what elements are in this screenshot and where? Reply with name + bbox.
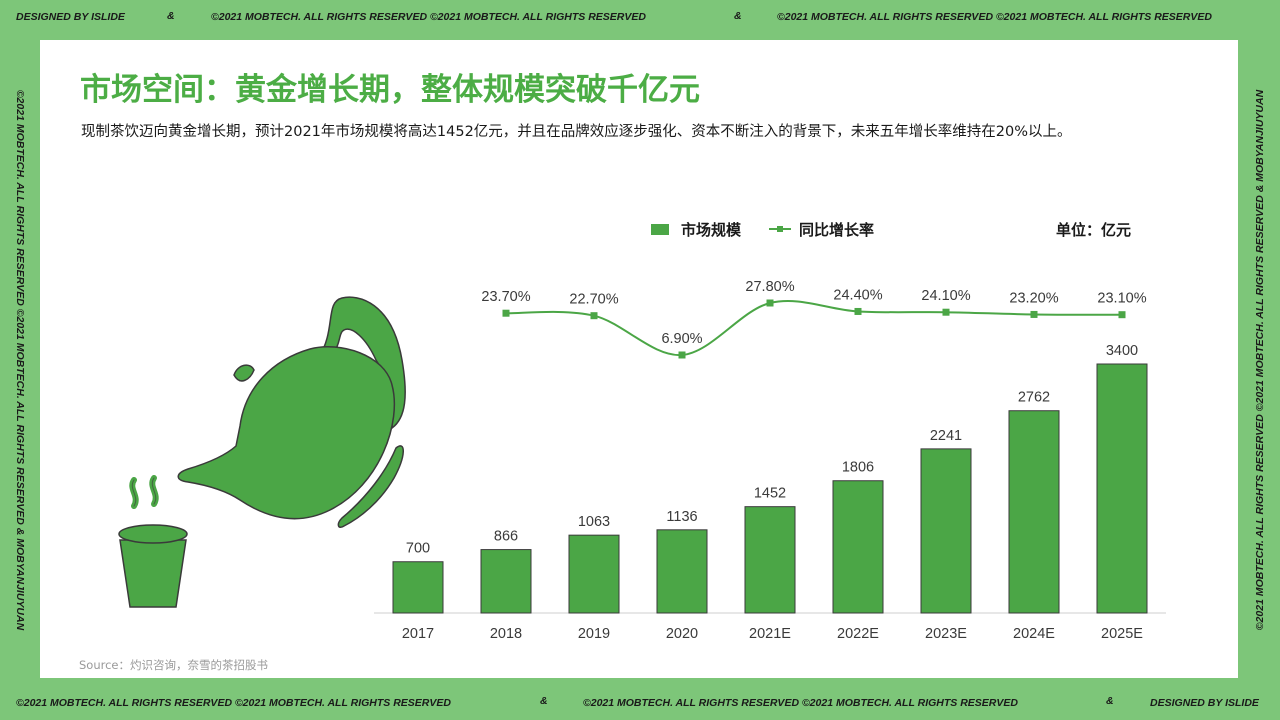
bar-2020 — [656, 529, 708, 614]
ampersand-bottom-1: & — [540, 695, 548, 707]
tick-label-2024E: 2024E — [1013, 626, 1055, 642]
copyright-bottom-center: ©2021 MOBTECH. ALL RIGHTS RESERVED ©2021… — [583, 697, 1018, 709]
unit-label: 单位：亿元 — [1056, 221, 1131, 239]
tick-label-2017: 2017 — [402, 626, 434, 642]
rate-label-2019: 22.70% — [569, 292, 618, 308]
value-label-2021E: 1452 — [754, 486, 786, 502]
value-label-2017: 700 — [406, 541, 430, 557]
rate-point-2022E — [854, 307, 862, 315]
value-label-2019: 1063 — [578, 514, 610, 530]
tick-label-2021E: 2021E — [749, 626, 791, 642]
copyright-left-side: ©2021 MOBTECH. ALL RIGHTS RESERVED ©2021… — [14, 89, 26, 631]
content-panel: 市场空间：黄金增长期，整体规模突破千亿元 现制茶饮迈向黄金增长期，预计2021年… — [40, 40, 1238, 678]
legend-label-market-size: 市场规模 — [681, 221, 742, 239]
bar-2019 — [568, 534, 620, 614]
copyright-bottom-left: ©2021 MOBTECH. ALL RIGHTS RESERVED ©2021… — [16, 697, 451, 709]
rate-label-2020: 6.90% — [661, 331, 702, 347]
value-label-2020: 1136 — [666, 509, 697, 525]
source-note: Source：灼识咨询，奈雪的茶招股书 — [79, 658, 268, 672]
value-label-2024E: 2762 — [1018, 390, 1050, 406]
value-label-2025E: 3400 — [1106, 343, 1138, 359]
designer-credit-top: DESIGNED BY ISLIDE — [16, 11, 125, 23]
growth-rate-line — [505, 299, 1123, 357]
rate-point-2019 — [590, 312, 598, 320]
bar-2018 — [480, 549, 532, 614]
tick-label-2019: 2019 — [578, 626, 610, 642]
ampersand-bottom-2: & — [1106, 695, 1114, 707]
market-size-chart: 市场规模 同比增长率 单位：亿元 700 2017 866 2018 23.70% 106… — [118, 221, 1166, 642]
designer-credit-bottom: DESIGNED BY ISLIDE — [1150, 697, 1259, 709]
legend-line-marker — [777, 226, 783, 232]
value-label-2018: 866 — [494, 529, 518, 545]
bar-2023E — [920, 448, 972, 614]
bar-series — [392, 363, 1148, 614]
copyright-top-right: ©2021 MOBTECH. ALL RIGHTS RESERVED ©2021… — [777, 11, 1212, 23]
tick-label-2018: 2018 — [490, 626, 522, 642]
tick-label-2025E: 2025E — [1101, 626, 1143, 642]
bar-2024E — [1008, 410, 1060, 614]
value-label-2022E: 1806 — [842, 460, 874, 476]
rate-point-2025E — [1118, 311, 1126, 319]
legend-bar-swatch — [651, 224, 669, 235]
ampersand-top-1: & — [167, 10, 175, 22]
page-subtitle: 现制茶饮迈向黄金增长期，预计2021年市场规模将高达1452亿元，并且在品牌效应… — [81, 124, 1072, 140]
rate-label-2023E: 24.10% — [921, 288, 970, 304]
growth-rate-series — [502, 299, 1126, 359]
rate-point-2018 — [502, 309, 510, 317]
ampersand-top-2: & — [734, 10, 742, 22]
bar-2021E — [744, 506, 796, 614]
rate-label-2025E: 23.10% — [1097, 291, 1146, 307]
rate-label-2022E: 24.40% — [833, 287, 882, 303]
tick-label-2022E: 2022E — [837, 626, 879, 642]
copyright-right-side: ©2021 MOBTECH. ALL RIGHTS RESERVED ©2021… — [1254, 89, 1266, 631]
rate-point-2021E — [766, 299, 774, 307]
rate-label-2021E: 27.80% — [745, 279, 794, 295]
tick-label-2023E: 2023E — [925, 626, 967, 642]
rate-label-2024E: 23.20% — [1009, 290, 1058, 306]
value-label-2023E: 2241 — [930, 428, 962, 444]
bar-2017 — [392, 561, 444, 614]
bar-2025E — [1096, 363, 1148, 614]
teapot-icon — [177, 296, 406, 529]
page-title: 市场空间：黄金增长期，整体规模突破千亿元 — [80, 72, 700, 108]
tea-cup-icon — [118, 475, 188, 608]
legend-label-growth-rate: 同比增长率 — [799, 221, 874, 239]
rate-point-2023E — [942, 308, 950, 316]
bar-2022E — [832, 480, 884, 614]
copyright-top-center: ©2021 MOBTECH. ALL RIGHTS RESERVED ©2021… — [211, 11, 646, 23]
chart-legend: 市场规模 同比增长率 — [651, 221, 874, 239]
rate-point-2020 — [678, 351, 686, 359]
tick-label-2020: 2020 — [666, 626, 698, 642]
rate-point-2024E — [1030, 310, 1038, 318]
chart-labels: 700 2017 866 2018 23.70% 1063 2019 22.70% 1136 20… — [402, 279, 1147, 642]
rate-label-2018: 23.70% — [481, 289, 530, 305]
